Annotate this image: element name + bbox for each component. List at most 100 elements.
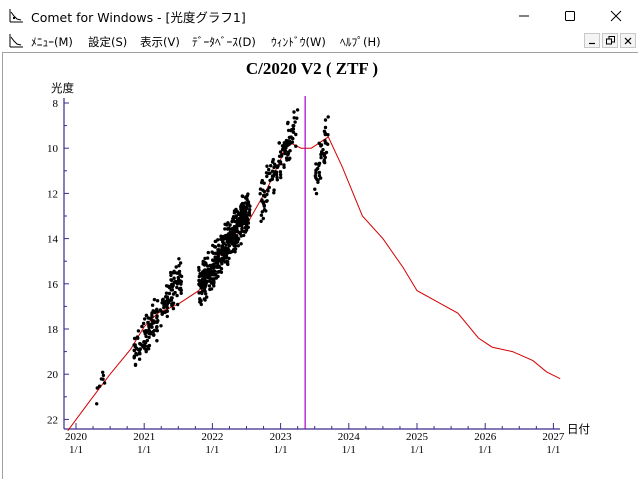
observation-point [201,259,205,264]
observation-point [155,314,159,318]
menu-database[interactable]: ﾃﾞｰﾀﾍﾞｰｽ(D) [192,35,256,49]
y-tick-label: 12 [47,188,58,200]
observation-point [270,177,275,181]
observation-point [153,310,157,315]
observation-point [212,244,217,249]
window-title-bar[interactable]: Comet for Windows - [光度グラフ1] [0,0,640,31]
observation-point [205,256,210,260]
observation-point [273,162,277,166]
menu-view[interactable]: 表示(V) [140,35,180,49]
y-tick-label: 10 [47,143,59,155]
observation-point [165,309,169,313]
observation-point [101,373,106,378]
observation-point [283,151,287,156]
observation-point [227,256,231,261]
observation-point [293,120,297,124]
observation-point [248,208,252,212]
observation-point [242,233,246,238]
minimize-button[interactable] [501,0,547,31]
observation-point [150,303,155,307]
document-chart-icon[interactable] [8,33,24,49]
close-button[interactable] [593,0,639,31]
observation-point [172,276,176,280]
observation-point [247,210,252,215]
observation-point [243,226,247,230]
menu-settings[interactable]: 設定(S) [88,35,128,49]
observation-point [272,188,276,192]
observation-point [228,223,232,227]
y-tick-label: 22 [47,414,58,426]
menu-help[interactable]: ﾍﾙﾌﾟ(H) [340,35,381,49]
observation-point [239,217,244,221]
x-tick-day: 1/1 [205,444,219,456]
mdi-minimize-button[interactable] [584,33,600,48]
mdi-client-area [2,52,638,479]
observation-point [317,161,321,166]
observation-point [95,402,99,406]
observation-point [179,291,183,295]
observation-point [262,208,267,212]
observation-point [202,272,206,276]
observation-point [287,135,292,140]
x-tick-day: 1/1 [342,444,356,456]
observation-point [197,268,201,272]
observation-point [245,206,249,210]
observation-point [197,279,202,283]
observation-point [147,335,151,339]
x-tick-year: 2020 [65,431,88,443]
observation-point [140,343,144,348]
observation-point [269,164,273,168]
brightness-graph[interactable]: C/2020 V2 ( ZTF ) 光度 日付 8101214161820222… [0,52,640,480]
observation-point [147,343,152,348]
maximize-button[interactable] [547,0,593,31]
observation-point [177,257,181,261]
observation-point [169,288,173,292]
observation-point [261,216,265,221]
observation-point [267,167,271,172]
observation-point [278,150,283,154]
observation-point [265,199,269,203]
menu-window[interactable]: ｳｨﾝﾄﾞｳ(W) [271,35,326,49]
menu-menu[interactable]: ﾒﾆｭｰ(M) [31,35,73,49]
observation-point [143,317,147,321]
observation-point [207,284,212,288]
mdi-close-button[interactable] [620,33,636,48]
observation-point [212,262,216,266]
observation-point [286,128,291,133]
x-tick-day: 1/1 [137,444,151,456]
observation-point [144,314,149,318]
observation-point [237,231,242,235]
restore-icon [605,36,615,45]
observation-point [164,291,169,295]
observation-point [135,353,139,357]
observation-point [224,254,229,258]
observation-point [101,377,105,381]
x-tick-year: 2021 [133,431,155,443]
observation-point [155,329,159,333]
mdi-restore-button[interactable] [602,33,618,48]
observation-point [233,250,237,254]
observation-point [275,165,280,169]
observation-point [217,243,221,248]
observation-point [227,232,231,237]
observation-point [214,272,218,277]
observation-point [142,340,147,344]
observation-point [261,193,266,198]
observation-point [155,339,159,343]
observation-point [314,162,318,166]
observation-point [232,225,237,229]
observation-point [261,188,265,192]
observation-point [260,210,264,214]
observation-point [284,138,289,143]
observation-point [155,299,160,303]
observation-point [274,170,279,174]
observation-point [221,249,225,253]
observation-point [170,282,174,287]
observation-point [144,334,148,339]
observation-point [219,267,224,271]
observation-point [236,220,240,225]
observation-point [266,188,270,192]
y-tick-label: 16 [47,279,59,291]
observation-point [323,132,328,136]
observation-point [225,227,230,231]
